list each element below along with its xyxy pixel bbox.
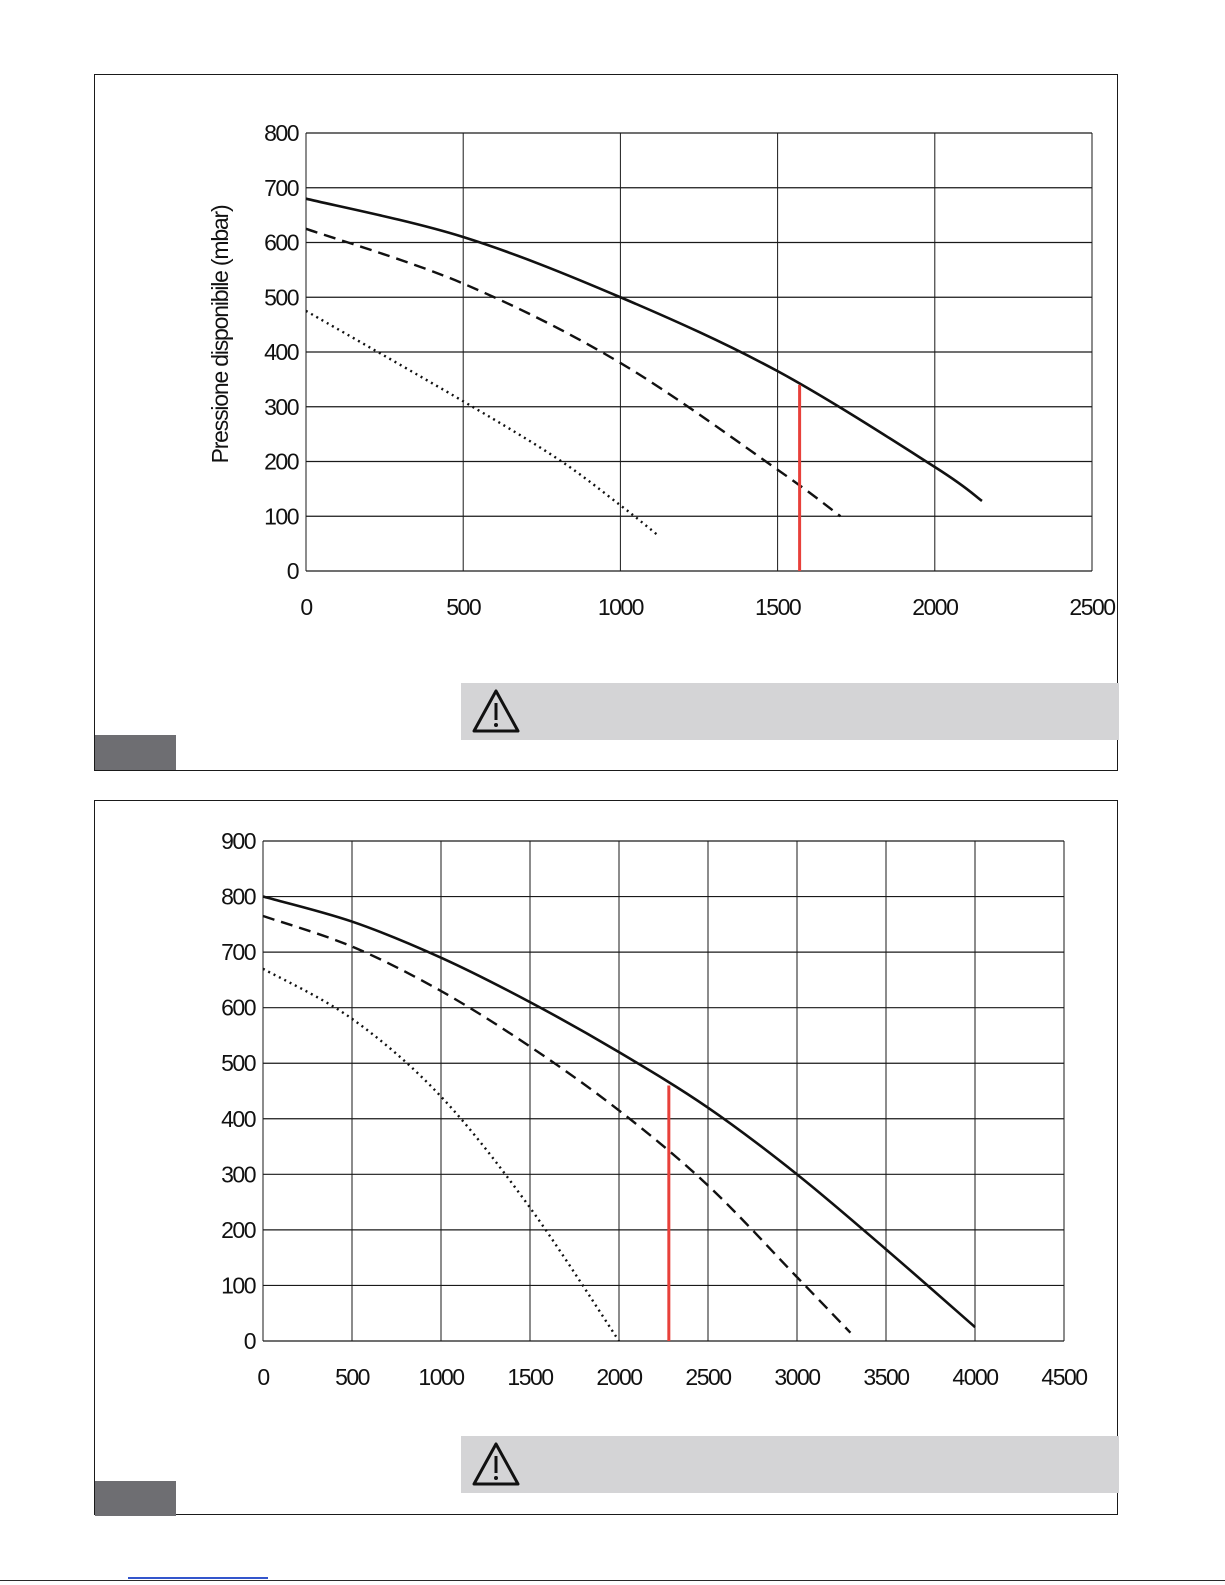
x-tick-label: 4000 bbox=[952, 1364, 998, 1390]
pressure-chart-1: 0 500 1000 1500 2000 2500 0 100 200 300 400 500 600 7… bbox=[207, 120, 1117, 620]
y-tick-label: 600 bbox=[264, 230, 299, 256]
x-tick-label: 0 bbox=[257, 1364, 269, 1390]
chart-panel-1: 0 500 1000 1500 2000 2500 0 100 200 300 400 500 600 7… bbox=[94, 74, 1119, 771]
x-tick-label: 2500 bbox=[685, 1364, 731, 1390]
series-line-dotted bbox=[305, 309, 659, 537]
x-tick-label: 1000 bbox=[598, 594, 644, 620]
y-tick-label: 100 bbox=[264, 503, 299, 529]
x-tick-label: 3500 bbox=[863, 1364, 909, 1390]
page-tab-marker-2 bbox=[95, 1481, 176, 1516]
y-tick-label: 300 bbox=[264, 394, 299, 420]
y-tick-label: 200 bbox=[221, 1217, 256, 1243]
x-tick-label: 1000 bbox=[418, 1364, 464, 1390]
series-line-solid bbox=[305, 197, 983, 502]
y-axis-title: Pressione disponibile (mbar) bbox=[207, 205, 233, 463]
y-tick-label: 400 bbox=[221, 1106, 256, 1132]
grid bbox=[262, 840, 1065, 1342]
footer-link-underline bbox=[128, 1577, 268, 1579]
warning-box-2 bbox=[461, 1436, 1119, 1493]
tick-labels: 0 500 1000 1500 2000 2500 0 100 200 300 400 500 600 7… bbox=[264, 120, 1117, 620]
y-tick-label: 400 bbox=[264, 339, 299, 365]
series-group bbox=[262, 895, 976, 1342]
y-tick-label: 200 bbox=[264, 449, 299, 475]
y-tick-label: 700 bbox=[221, 939, 256, 965]
series-line-dashed bbox=[305, 227, 842, 518]
y-tick-label: 0 bbox=[287, 558, 299, 584]
grid bbox=[305, 132, 1093, 572]
pressure-chart-2: 0 500 1000 1500 2000 2500 3000 3500 4000 4500 0 100… bbox=[221, 828, 1089, 1390]
x-tick-label: 500 bbox=[335, 1364, 370, 1390]
warning-triangle-icon bbox=[472, 1442, 520, 1486]
x-tick-label: 1500 bbox=[755, 594, 801, 620]
x-tick-label: 0 bbox=[300, 594, 312, 620]
y-tick-label: 500 bbox=[221, 1050, 256, 1076]
x-tick-label: 2000 bbox=[596, 1364, 642, 1390]
warning-box-1 bbox=[461, 683, 1119, 740]
y-tick-label: 700 bbox=[264, 175, 299, 201]
y-tick-label: 600 bbox=[221, 995, 256, 1021]
series-group bbox=[305, 197, 983, 537]
tick-labels: 0 500 1000 1500 2000 2500 3000 3500 4000 4500 0 100… bbox=[221, 828, 1089, 1390]
y-tick-label: 0 bbox=[244, 1328, 256, 1354]
series-line-dashed bbox=[262, 914, 852, 1334]
page-tab-marker-1 bbox=[95, 735, 176, 770]
x-tick-label: 2000 bbox=[912, 594, 958, 620]
series-line-solid bbox=[262, 895, 976, 1329]
x-tick-label: 2500 bbox=[1069, 594, 1115, 620]
x-tick-label: 3000 bbox=[774, 1364, 820, 1390]
y-tick-label: 900 bbox=[221, 828, 256, 854]
y-tick-label: 800 bbox=[221, 884, 256, 910]
y-tick-label: 100 bbox=[221, 1272, 256, 1298]
x-tick-label: 4500 bbox=[1041, 1364, 1087, 1390]
page-bottom-rule bbox=[0, 1580, 1225, 1581]
y-tick-label: 500 bbox=[264, 284, 299, 310]
chart-panel-2: 0 500 1000 1500 2000 2500 3000 3500 4000 4500 0 100… bbox=[94, 800, 1119, 1516]
series-line-dotted bbox=[262, 967, 620, 1342]
warning-triangle-icon bbox=[472, 689, 520, 733]
x-tick-label: 1500 bbox=[507, 1364, 553, 1390]
y-tick-label: 800 bbox=[264, 120, 299, 146]
y-tick-label: 300 bbox=[221, 1161, 256, 1187]
x-tick-label: 500 bbox=[446, 594, 481, 620]
